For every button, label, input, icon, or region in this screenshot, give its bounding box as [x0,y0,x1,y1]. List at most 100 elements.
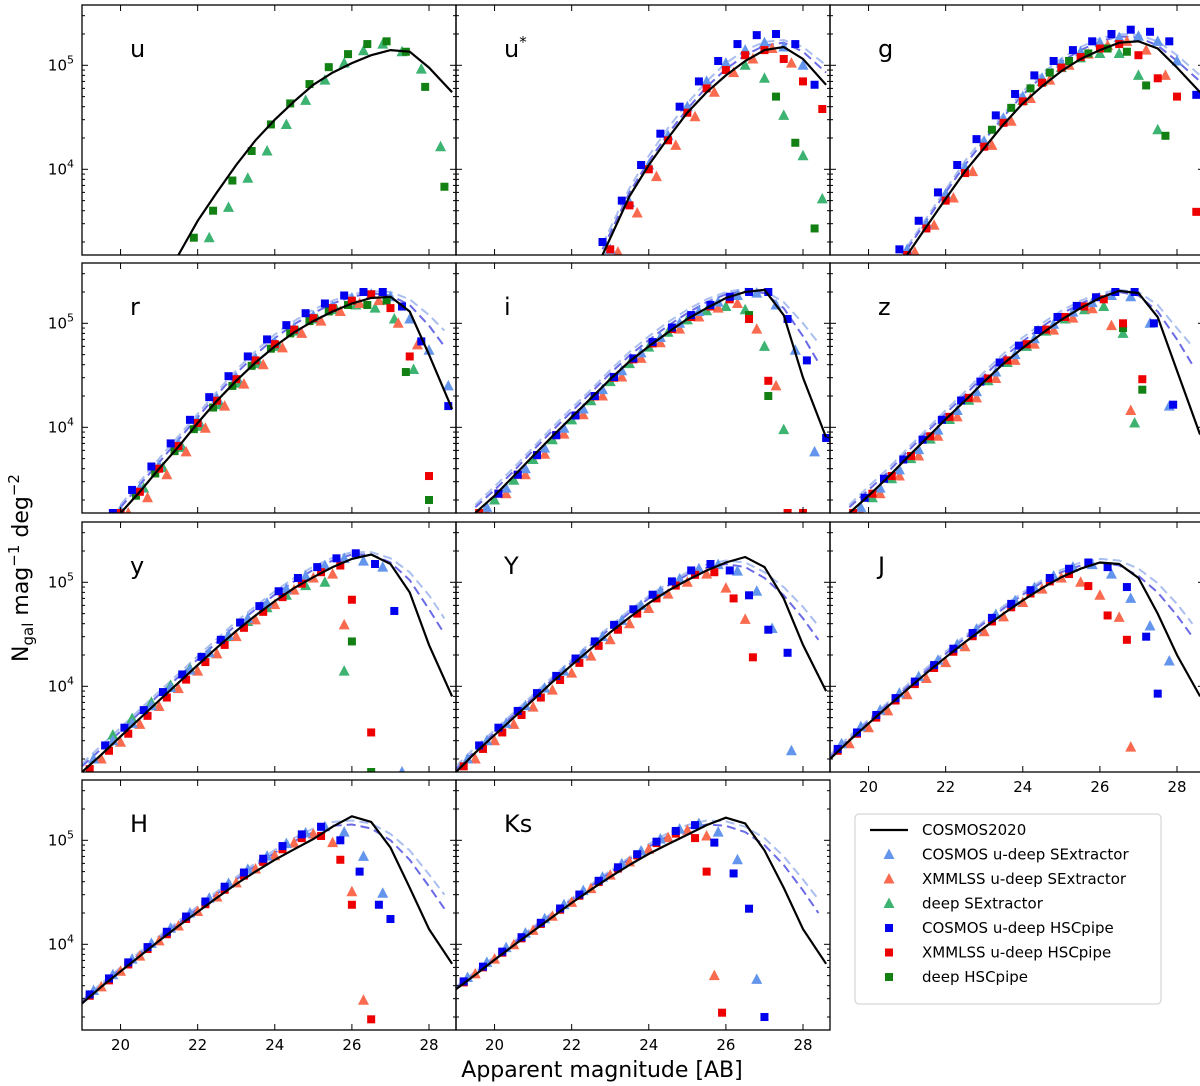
xmmlss-sextractor-point [986,139,998,150]
y-tick-label: 104 [48,415,74,436]
cosmos-sextractor-point [893,463,905,475]
xmmlss-sextractor-point [500,487,512,499]
xmmlss-hscpipe-point [764,376,773,385]
cosmos-hscpipe-point [891,694,900,703]
cosmos-hscpipe-point [687,566,696,575]
band-label: J [876,552,885,580]
dashed-line [82,823,446,1003]
xmmlss-hscpipe-point [1153,74,1162,83]
cosmos-hscpipe-point [220,882,229,891]
xmmlss-sextractor-point [172,682,184,694]
xmmlss-sextractor-point [1105,319,1117,331]
xmmlss-sextractor-point [728,66,740,78]
cosmos-sextractor-point [481,734,493,746]
cosmos-hscpipe-point [571,411,580,420]
xmmlss-hscpipe-point [517,710,526,719]
deep-hscpipe-point [228,176,237,185]
xmmlss-hscpipe-point [201,658,210,667]
xmmlss-hscpipe-point [1084,582,1093,591]
cosmos-hscpipe-point [617,196,626,205]
cosmos-hscpipe-point [417,337,426,346]
xmmlss-hscpipe-point [328,304,337,313]
xmmlss-sextractor-point [192,665,204,676]
legend-square-marker [885,924,893,932]
xmmlss-sextractor-point [882,704,894,716]
cosmos-hscpipe-point [1045,573,1054,582]
deep-sextractor-point [369,302,381,313]
cosmos2020-line [456,555,828,772]
cosmos-hscpipe-point [351,549,360,558]
legend-label: COSMOS2020 [922,821,1026,839]
xmmlss-hscpipe-point [1115,40,1124,49]
cosmos-hscpipe-point [694,77,703,86]
deep-hscpipe-point [1142,81,1151,90]
deep-hscpipe-point [347,637,356,646]
deep-hscpipe-point [1122,47,1131,56]
xmmlss-hscpipe-point [1134,51,1143,60]
xmmlss-hscpipe-point [702,867,711,876]
deep-hscpipe-point [1119,324,1128,333]
cosmos-hscpipe-point [1088,37,1097,46]
deep-hscpipe-point [1065,56,1074,65]
legend-square-marker [885,948,893,957]
xmmlss-hscpipe-point [317,831,326,840]
xmmlss-sextractor-point [731,297,743,309]
xmmlss-hscpipe-point [691,570,700,579]
deep-sextractor-point [319,576,331,587]
cosmos-hscpipe-point [949,644,958,653]
x-tick-label: 24 [1013,778,1032,796]
cosmos-sextractor-point [357,850,369,861]
deep-hscpipe-point [382,296,391,305]
xmmlss-hscpipe-point [239,623,248,632]
xmmlss-sextractor-point [250,613,262,625]
xmmlss-sextractor-point [354,297,366,309]
panel-r: 104 105 r [48,262,457,514]
cosmos-hscpipe-point [764,287,773,296]
deep-hscpipe-point [421,82,430,91]
cosmos-hscpipe-point [872,710,881,719]
xmmlss-hscpipe-point [633,609,642,618]
xmmlss-sextractor-point [1094,589,1106,600]
x-tick-label: 20 [485,1036,504,1054]
legend-square-marker [885,973,893,981]
xmmlss-hscpipe-point [182,675,191,684]
dashed-line-light [456,559,820,768]
plot-area [474,287,830,513]
cosmos-hscpipe-point [374,900,383,909]
xmmlss-hscpipe-point [405,352,414,361]
xmmlss-hscpipe-point [1095,44,1104,53]
cosmos-hscpipe-point [108,509,117,513]
x-tick-label: 26 [1090,778,1109,796]
xmmlss-sextractor-point [932,430,944,441]
panel-frame [455,779,831,1031]
panel-J: 20 22 24 26 28 J [829,521,1200,796]
cosmos-hscpipe-point [224,372,233,381]
cosmos-hscpipe-point [802,356,811,365]
cosmos-hscpipe-point [610,620,619,629]
cosmos2020-line [177,48,453,255]
xmmlss-sextractor-point [1028,338,1040,349]
xmmlss-hscpipe-point [1076,53,1085,62]
deep-hscpipe-point [810,224,819,233]
cosmos-sextractor-point [500,482,512,493]
deep-hscpipe-point [425,496,434,505]
cosmos-hscpipe-point [475,741,484,750]
cosmos2020-line [906,40,1200,255]
cosmos-hscpipe-point [513,470,522,479]
cosmos-hscpipe-point [243,352,252,361]
cosmos-hscpipe-point [216,635,225,644]
legend-triangle-marker [883,848,895,859]
cosmos-sextractor-point [500,717,512,728]
xmmlss-sextractor-point [95,753,107,764]
cosmos-sextractor-point [731,565,743,576]
cosmos-hscpipe-point [1146,27,1155,36]
x-tick-label: 24 [265,1036,284,1054]
deep-hscpipe-point [344,50,353,59]
cosmos-hscpipe-point [1030,71,1039,80]
cosmos-hscpipe-point [85,990,94,999]
xmmlss-sextractor-point [751,323,763,334]
cosmos-hscpipe-point [332,554,341,563]
cosmos-hscpipe-point [914,216,923,225]
